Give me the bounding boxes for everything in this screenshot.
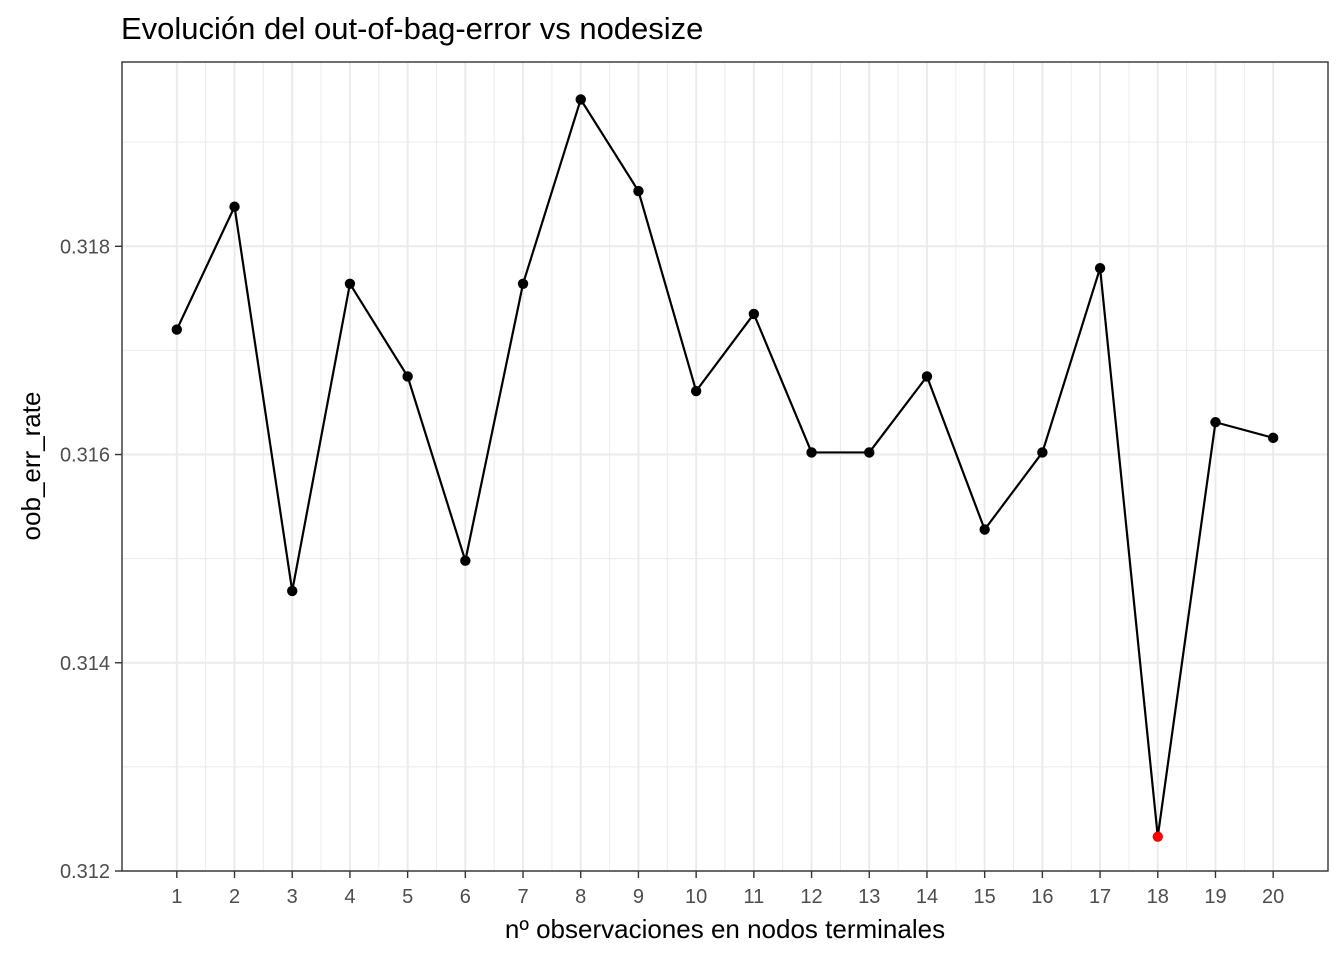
y-tick-label: 0.318	[60, 236, 110, 258]
series-points-group	[171, 94, 1279, 842]
data-point	[1094, 262, 1106, 274]
data-point	[575, 94, 586, 105]
series-line-group	[175, 98, 1274, 838]
data-point	[344, 278, 356, 289]
x-tick-label: 19	[1204, 886, 1226, 908]
x-tick-label: 3	[287, 886, 298, 908]
chart-title: Evolución del out-of-bag-error vs nodesi…	[121, 11, 703, 46]
plot-panel-border	[121, 61, 1329, 872]
x-tick-label: 4	[344, 886, 355, 908]
x-tick-label: 9	[633, 886, 644, 908]
x-tick-label: 15	[974, 886, 996, 908]
data-point	[1037, 447, 1048, 458]
x-tick-label: 12	[800, 886, 822, 908]
x-tick-label: 11	[743, 886, 764, 908]
data-point	[517, 278, 529, 289]
x-tick-label: 2	[229, 886, 240, 908]
data-point	[1210, 417, 1221, 428]
data-point-highlight	[1152, 831, 1163, 842]
data-point	[171, 324, 183, 335]
data-point	[633, 185, 644, 197]
x-axis: 1 2 3 4 5 6 7 8 9 10 11 12 13 14 15 16 17 18 19 20	[171, 871, 1284, 908]
grid-minor	[122, 62, 1328, 871]
data-point	[921, 371, 933, 382]
x-tick-label: 13	[858, 886, 880, 908]
series-line	[175, 98, 1274, 838]
data-point	[748, 308, 760, 320]
data-point	[402, 371, 413, 382]
data-point	[864, 447, 875, 458]
x-tick-label: 14	[916, 886, 938, 908]
x-tick-label: 1	[171, 886, 182, 908]
grid-major	[122, 62, 1328, 872]
y-tick-label: 0.316	[60, 445, 110, 467]
y-axis-label: oob_err_rate	[16, 392, 46, 541]
data-point	[460, 555, 471, 566]
x-tick-label: 18	[1147, 886, 1169, 908]
x-tick-label: 8	[575, 886, 586, 908]
x-tick-label: 17	[1089, 886, 1111, 908]
x-tick-label: 7	[517, 886, 528, 908]
x-tick-label: 10	[685, 886, 707, 908]
y-tick-label: 0.314	[60, 653, 110, 675]
x-tick-label: 20	[1262, 886, 1284, 908]
y-axis: 0.312 0.314 0.316 0.318	[60, 236, 122, 883]
x-axis-label: nº observaciones en nodos terminales	[505, 914, 945, 944]
y-tick-label: 0.312	[60, 861, 110, 883]
data-point	[1267, 432, 1279, 444]
data-point	[806, 447, 817, 458]
data-point	[979, 524, 990, 535]
data-point	[690, 385, 702, 397]
x-tick-label: 5	[402, 886, 413, 908]
data-point	[287, 585, 298, 597]
x-tick-label: 6	[460, 886, 471, 908]
data-point	[229, 201, 240, 212]
x-tick-label: 16	[1031, 886, 1053, 908]
